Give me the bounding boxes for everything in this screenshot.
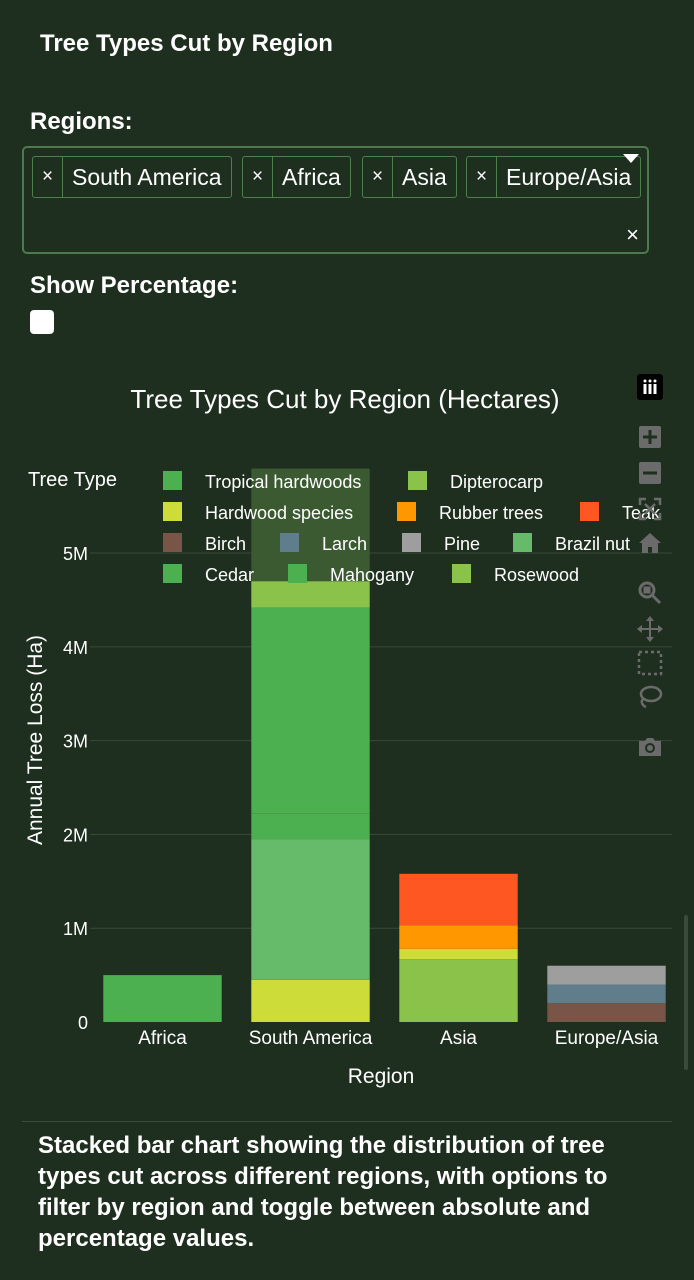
divider: [22, 1121, 672, 1122]
camera-icon[interactable]: [634, 732, 666, 762]
legend-swatch: [163, 471, 182, 490]
bar-segment: [399, 948, 518, 960]
bar-segment: [547, 965, 666, 985]
x-tick-label: Europe/Asia: [555, 1028, 659, 1049]
legend-item-label: Birch: [205, 534, 246, 554]
y-tick-label: 5M: [63, 544, 88, 564]
chip-label: South America: [72, 163, 222, 190]
x-axis-ticks: Africa South America Asia Europe/Asia: [138, 1028, 658, 1049]
dropdown-arrow-icon[interactable]: [623, 154, 639, 163]
y-tick-label: 0: [78, 1013, 88, 1033]
bars: [103, 468, 666, 1022]
lasso-select-icon[interactable]: [634, 682, 666, 712]
chip-remove-button[interactable]: ×: [363, 157, 393, 197]
y-tick-label: 4M: [63, 638, 88, 658]
legend-swatch: [397, 502, 416, 521]
clear-all-button[interactable]: ×: [626, 222, 639, 247]
legend-swatch: [280, 533, 299, 552]
chip-label: Asia: [402, 163, 447, 190]
legend-title: Tree Type: [28, 469, 117, 491]
legend-swatch: [452, 564, 471, 583]
legend: Tropical hardwoods Dipterocarp Hardwood sp…: [163, 471, 661, 585]
legend-item-label: Brazil nut: [555, 534, 630, 554]
region-chip-africa: × Africa: [242, 156, 351, 198]
chip-remove-button[interactable]: ×: [243, 157, 273, 197]
bar-segment: [251, 839, 370, 980]
legend-item-label: Dipterocarp: [450, 472, 543, 492]
chart-description: Stacked bar chart showing the distributi…: [38, 1132, 608, 1252]
legend-item-label: Rubber trees: [439, 503, 543, 523]
y-tick-label: 3M: [63, 732, 88, 752]
y-axis-label: Annual Tree Loss (Ha): [24, 635, 47, 845]
y-axis-ticks: 0 1M 2M 3M 4M 5M: [63, 544, 88, 1033]
legend-item-label: Mahogany: [330, 565, 414, 585]
chip-label: Europe/Asia: [506, 163, 632, 190]
x-axis-label: Region: [348, 1065, 415, 1088]
stacked-bar-chart: Tree Types Cut by Region (Hectares) 0 1M 2…: [24, 384, 672, 1088]
chart-title: Tree Types Cut by Region (Hectares): [130, 384, 559, 414]
legend-item-label: Hardwood species: [205, 503, 353, 523]
app-title: Tree Types Cut by Region: [40, 30, 333, 57]
bar-segment: [251, 607, 370, 814]
regions-label: Regions:: [30, 108, 133, 135]
y-tick-label: 2M: [63, 825, 88, 845]
plotly-logo-icon[interactable]: [634, 372, 666, 402]
bar-segment: [103, 975, 222, 1022]
y-tick-label: 1M: [63, 919, 88, 939]
legend-item-label: Cedar: [205, 565, 254, 585]
regions-multiselect[interactable]: × South America × Africa × Asia × Europe…: [22, 146, 649, 254]
region-chip-south-america: × South America: [32, 156, 232, 198]
home-icon[interactable]: [634, 528, 666, 558]
legend-item-label: Rosewood: [494, 565, 579, 585]
chip-remove-button[interactable]: ×: [33, 157, 63, 197]
bar-segment: [399, 959, 518, 1022]
region-chip-europe-asia: × Europe/Asia: [466, 156, 642, 198]
scrollbar[interactable]: [684, 915, 688, 1070]
box-select-icon[interactable]: [634, 648, 666, 678]
chip-label: Africa: [282, 163, 341, 190]
bar-segment: [547, 984, 666, 1004]
pan-icon[interactable]: [634, 614, 666, 644]
x-tick-label: Africa: [138, 1028, 187, 1049]
show-percentage-checkbox[interactable]: [30, 310, 54, 334]
zoom-icon[interactable]: [634, 578, 666, 608]
gridlines: [90, 552, 672, 929]
legend-swatch: [288, 564, 307, 583]
chip-remove-button[interactable]: ×: [467, 157, 497, 197]
bar-segment: [399, 873, 518, 926]
legend-swatch: [513, 533, 532, 552]
bar-segment: [399, 925, 518, 949]
bar-segment: [251, 581, 370, 608]
bar-segment: [251, 979, 370, 1022]
legend-item-label: Pine: [444, 534, 480, 554]
legend-item-label: Tropical hardwoods: [205, 472, 361, 492]
zoom-out-icon[interactable]: [634, 458, 666, 488]
legend-swatch: [408, 471, 427, 490]
region-chip-asia: × Asia: [362, 156, 457, 198]
legend-swatch: [580, 502, 599, 521]
legend-swatch: [402, 533, 421, 552]
legend-swatch: [163, 533, 182, 552]
bar-segment: [251, 468, 370, 582]
legend-swatch: [163, 502, 182, 521]
x-tick-label: Asia: [440, 1028, 477, 1049]
legend-swatch: [163, 564, 182, 583]
autoscale-icon[interactable]: [634, 494, 666, 524]
bar-segment: [547, 1003, 666, 1022]
show-percentage-label: Show Percentage:: [30, 272, 239, 299]
zoom-in-icon[interactable]: [634, 422, 666, 452]
x-tick-label: South America: [249, 1028, 373, 1049]
bar-segment: [251, 813, 370, 840]
legend-item-label: Larch: [322, 534, 367, 554]
